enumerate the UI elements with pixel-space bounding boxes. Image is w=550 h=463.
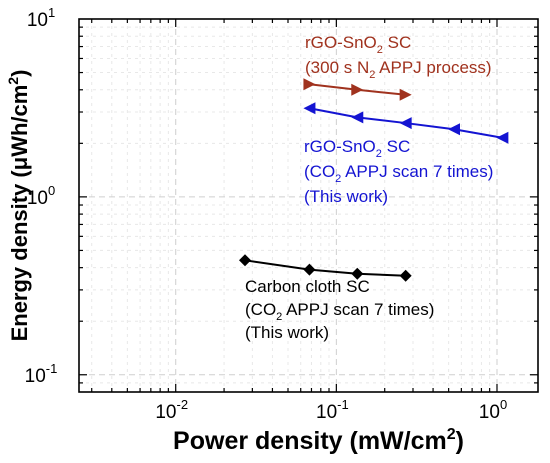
x-tick-label: 10-1: [316, 397, 349, 423]
series-annotation: rGO-SnO2 SC(CO2 APPJ scan 7 times) (This …: [304, 137, 493, 206]
y-tick-label: 10-1: [25, 361, 58, 387]
data-point: [351, 83, 364, 96]
axis-ticks: 10-2 10-1 100 10-1 100 101: [25, 5, 538, 423]
series-3: [239, 254, 412, 282]
x-tick-label: 10-2: [155, 397, 188, 423]
data-point: [303, 78, 316, 91]
x-axis-title: Power density (mW/cm2): [173, 426, 464, 455]
data-point: [399, 269, 412, 282]
annotation-line: rGO-SnO2 SC: [305, 33, 411, 56]
annotation-line: Carbon cloth SC: [245, 277, 370, 296]
data-point: [399, 88, 412, 101]
annotation-line: (This work): [245, 323, 329, 342]
data-point: [303, 102, 316, 115]
annotation-line: (CO2 APPJ scan 7 times): [304, 162, 493, 185]
series-line: [244, 259, 406, 277]
data-point: [448, 123, 461, 136]
series-annotation: rGO-SnO2 SC(300 s N2 APPJ process): [305, 33, 492, 81]
grid: [79, 19, 538, 392]
annotation-line: (This work): [304, 187, 388, 206]
series-1: [303, 78, 412, 101]
data-point: [351, 267, 364, 280]
x-tick-label: 100: [479, 397, 507, 423]
y-tick-label: 100: [27, 183, 55, 209]
series-annotation: Carbon cloth SC (CO2 APPJ scan 7 times)(T…: [245, 277, 434, 342]
data-point: [303, 263, 316, 276]
data-point: [399, 117, 412, 130]
data-point: [496, 131, 509, 144]
data-point: [351, 111, 364, 124]
y-tick-label: 101: [27, 5, 55, 31]
y-axis-title: Energy density (μWh/cm2): [5, 70, 32, 342]
annotation-line: rGO-SnO2 SC: [304, 137, 410, 160]
series-2: [303, 102, 509, 144]
annotation-line: (300 s N2 APPJ process): [305, 58, 492, 81]
annotation-line: (CO2 APPJ scan 7 times): [245, 300, 434, 323]
annotations: rGO-SnO2 SC(300 s N2 APPJ process)rGO-Sn…: [245, 33, 493, 342]
data-point: [239, 254, 252, 267]
series-group: [239, 78, 509, 282]
